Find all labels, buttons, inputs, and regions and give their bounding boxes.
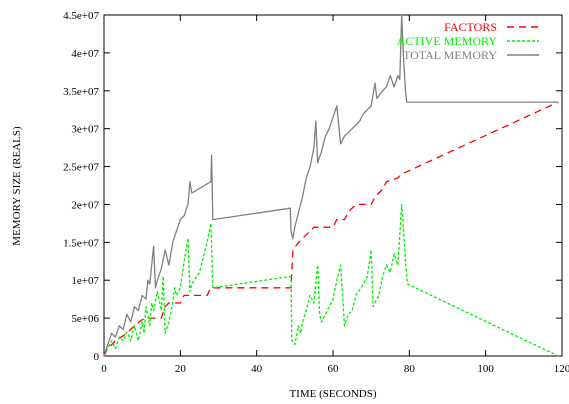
x-tick-label: 100 [477,363,494,375]
x-tick-label: 60 [328,363,340,375]
series-line-active-memory [103,203,559,357]
y-tick-label: 4e+07 [71,48,99,60]
series-line-total-memory [103,14,559,357]
y-tick-label: 1.5e+07 [63,237,99,249]
x-tick-label: 80 [404,363,416,375]
y-tick-label: 2e+07 [71,199,99,211]
y-tick-label: 3e+07 [71,124,99,136]
series-line-factors [103,101,559,357]
legend-label: TOTAL MEMORY [403,48,497,62]
x-axis-title: TIME (SECONDS) [289,388,376,400]
y-axis-title: MEMORY SIZE (REALS) [11,126,23,246]
y-tick-label: 0 [94,351,100,363]
y-tick-label: 4.5e+07 [63,10,99,22]
y-tick-label: 1e+07 [71,275,99,287]
x-tick-label: 0 [101,363,107,375]
x-tick-label: 20 [175,363,187,375]
y-tick-label: 5e+06 [71,313,99,325]
axis-ticks: 0 20 40 60 80 100 120 0 5e+06 1e+07 1.5e+07 2e+07 2.… [63,10,569,375]
y-tick-label: 3.5e+07 [63,86,99,98]
x-tick-label: 40 [251,363,263,375]
legend-label: FACTORS [444,20,497,34]
series-layer [103,14,559,357]
legend-label: ACTIVE MEMORY [397,34,498,48]
x-tick-label: 120 [554,363,569,375]
y-tick-label: 2.5e+07 [63,162,99,174]
